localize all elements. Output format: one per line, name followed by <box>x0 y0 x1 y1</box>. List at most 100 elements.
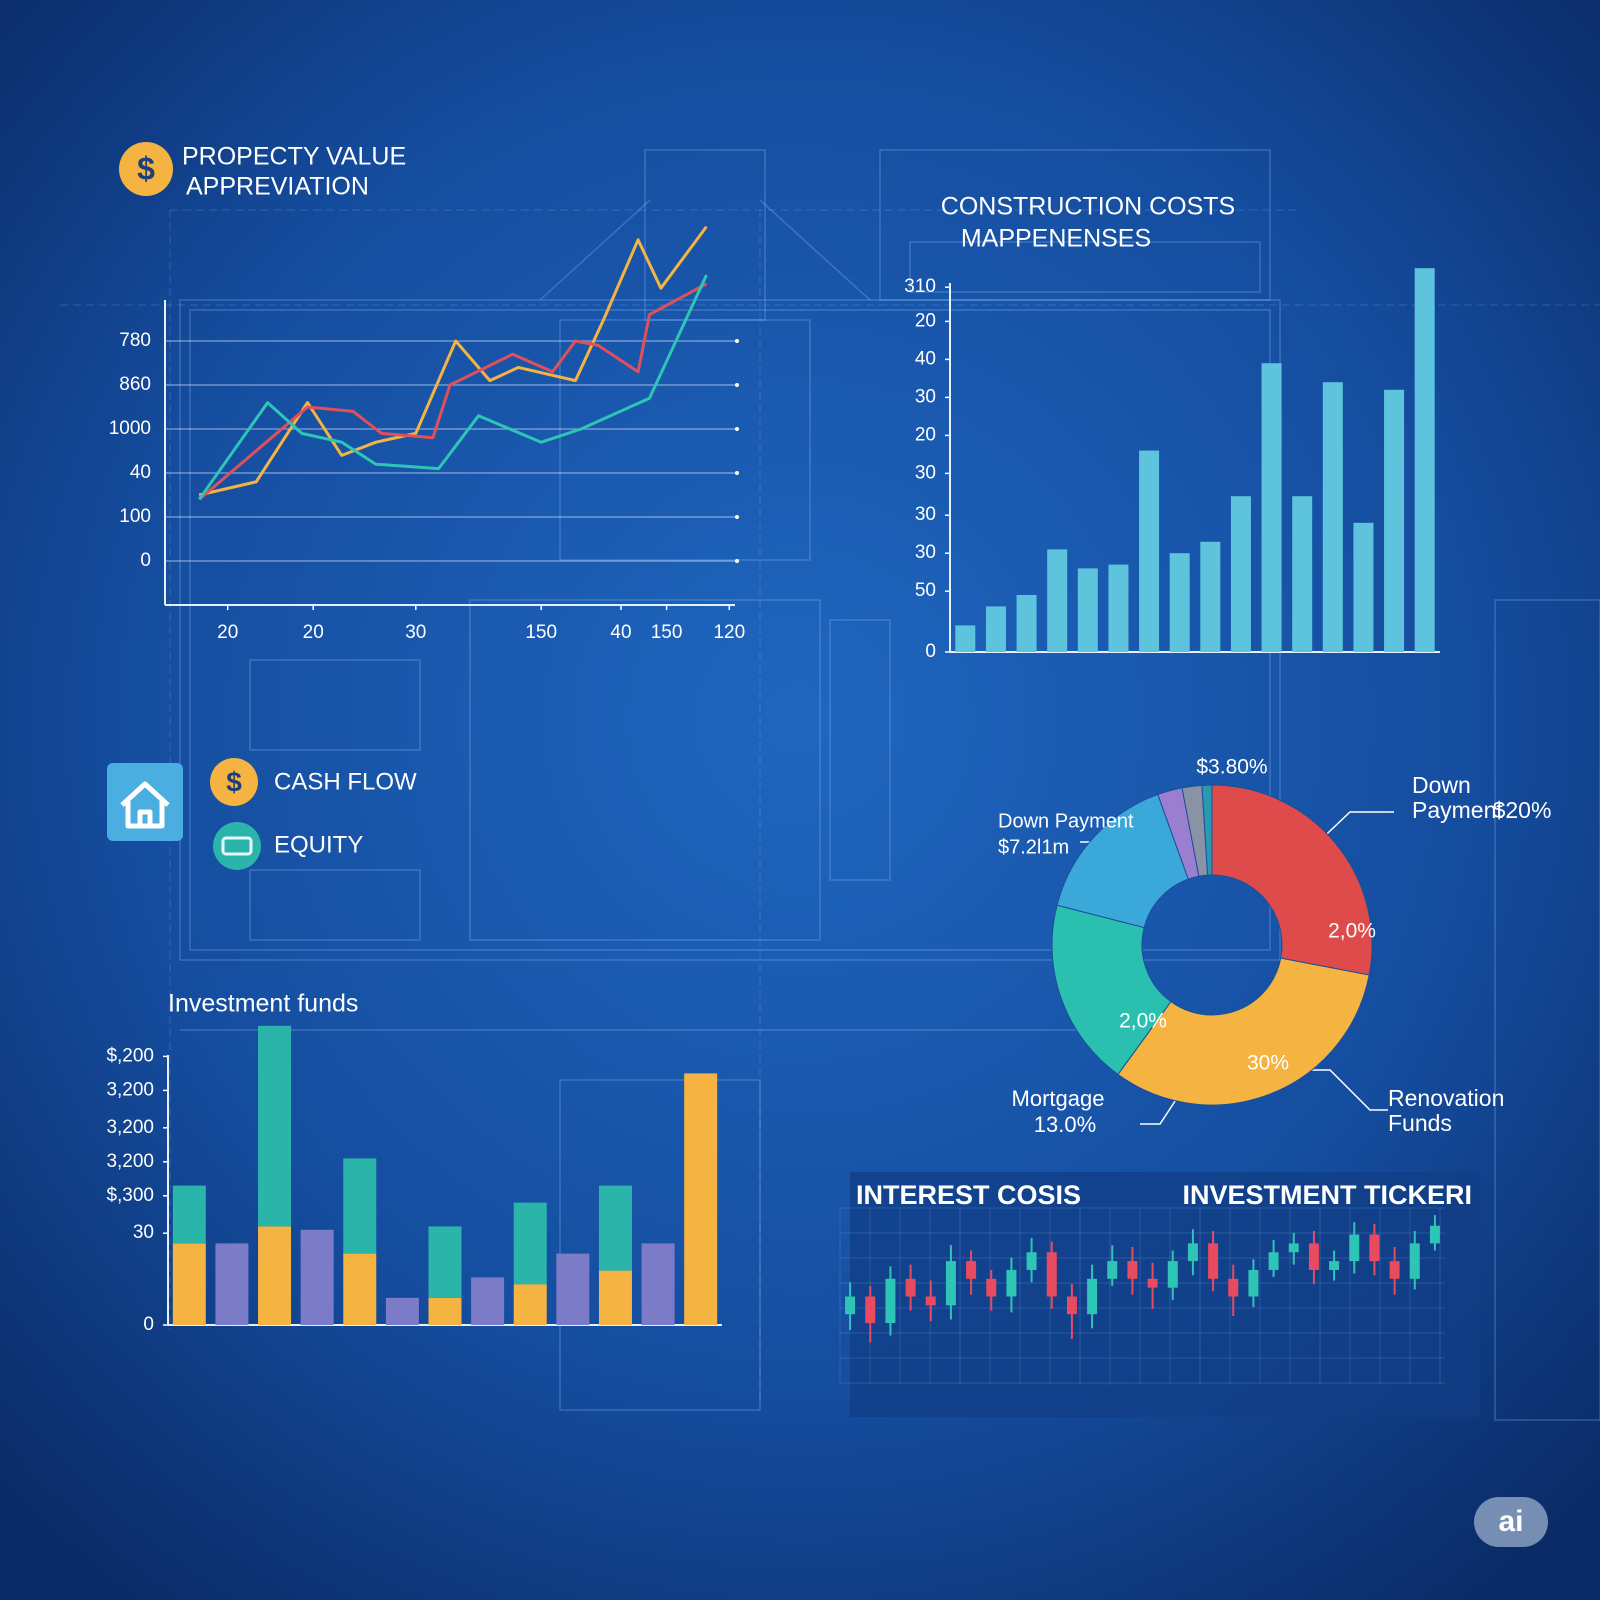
y-tick-label: 30 <box>915 462 936 483</box>
cash-flow-label: CASH FLOW <box>274 768 417 795</box>
candle-body <box>1429 1225 1440 1244</box>
ai-badge <box>1474 1497 1548 1547</box>
x-tick-label: 120 <box>713 622 745 643</box>
y-tick-label: 30 <box>915 542 936 563</box>
bar-segment <box>343 1158 377 1254</box>
bar <box>1261 363 1282 652</box>
candle-body <box>1308 1243 1319 1270</box>
x-tick-label: 40 <box>610 622 631 643</box>
donut-slice <box>1211 784 1373 976</box>
bar-segment <box>598 1185 632 1271</box>
pie-annotation: 13.0% <box>1034 1112 1096 1137</box>
donut-slice <box>1056 793 1189 929</box>
bar-segment <box>684 1073 718 1325</box>
bar <box>1353 522 1374 652</box>
bar-segment <box>172 1185 206 1244</box>
bar <box>1322 382 1343 652</box>
grid-end-dot <box>735 515 739 519</box>
chart-title: CONSTRUCTION COSTS <box>941 193 1235 221</box>
ai-badge-label: ai <box>1498 1505 1523 1538</box>
candle-body <box>1409 1243 1420 1279</box>
bar-segment <box>428 1226 462 1298</box>
y-tick-label: 0 <box>925 641 936 662</box>
line-series <box>198 282 708 501</box>
bar <box>1139 450 1160 652</box>
bar-segment <box>258 1025 292 1227</box>
chart-subtitle: INVESTMENT TICKERI <box>1182 1180 1472 1210</box>
candle-body <box>1046 1252 1057 1297</box>
house-glyph <box>120 781 170 829</box>
bar <box>1108 564 1129 652</box>
x-tick-label: 20 <box>217 622 238 643</box>
candle-body <box>1127 1261 1138 1279</box>
candle-body <box>885 1278 896 1324</box>
bar <box>1414 268 1435 652</box>
bar-segment <box>172 1243 206 1325</box>
y-tick-label: 860 <box>119 374 151 395</box>
grid-end-dot <box>735 559 739 563</box>
candle-body <box>1268 1252 1279 1270</box>
house-icon <box>107 763 183 841</box>
bar <box>1016 595 1037 652</box>
x-tick-label: 20 <box>303 622 324 643</box>
y-tick-label: 100 <box>119 506 151 527</box>
chart-title: INTEREST COSIS <box>856 1180 1081 1210</box>
pie-annotation: 2,0% <box>1119 1010 1167 1033</box>
y-tick-label: 40 <box>915 348 936 369</box>
bar <box>1292 496 1313 652</box>
bar-segment <box>343 1253 377 1325</box>
pie-annotation: $20% <box>1493 797 1552 823</box>
candle-body <box>1208 1243 1219 1279</box>
grid-end-dot <box>735 339 739 343</box>
x-tick-label: 30 <box>405 622 426 643</box>
pie-annotation: 30% <box>1247 1052 1289 1075</box>
candle-body <box>1107 1261 1118 1279</box>
candle-body <box>945 1261 956 1306</box>
bar <box>1230 496 1251 652</box>
candle-body <box>925 1296 936 1306</box>
donut-slice <box>1117 957 1370 1106</box>
candle-body <box>1167 1261 1178 1288</box>
bar <box>985 606 1006 652</box>
y-tick-label: $,300 <box>106 1185 154 1206</box>
line-series <box>197 274 708 501</box>
bar-segment <box>513 1284 547 1325</box>
y-tick-label: $,200 <box>106 1045 154 1066</box>
pie-annotation: Funds <box>1388 1110 1452 1136</box>
equity-icon <box>213 822 261 870</box>
bar <box>1047 549 1068 652</box>
candle-body <box>905 1278 916 1297</box>
pie-annotation: Down Payment <box>998 810 1134 832</box>
bar <box>955 625 976 652</box>
y-tick-label: 1000 <box>109 418 151 439</box>
bar <box>1169 553 1190 652</box>
icons: $ $ CASH FLOW EQUITY ai <box>107 142 1548 1547</box>
pie-annotation: 2,0% <box>1328 920 1376 943</box>
line-series <box>198 225 708 497</box>
x-tick-label: 150 <box>651 622 683 643</box>
chart-title: PROPECTY VALUE <box>182 143 406 171</box>
y-tick-label: 30 <box>915 386 936 407</box>
candle-body <box>1228 1278 1239 1297</box>
y-tick-label: 30 <box>133 1222 154 1243</box>
bar-segment <box>556 1253 590 1325</box>
bar <box>1077 568 1098 652</box>
candle-body <box>1329 1261 1340 1270</box>
candle-body <box>1389 1261 1400 1279</box>
bar-segment <box>300 1229 334 1325</box>
chart-title: MAPPENENSES <box>961 225 1151 253</box>
y-tick-label: 0 <box>140 550 151 571</box>
candle-body <box>865 1296 876 1324</box>
grid-end-dot <box>735 383 739 387</box>
candle-body <box>1066 1296 1077 1315</box>
y-tick-label: 3,200 <box>106 1117 154 1138</box>
equity-label: EQUITY <box>274 831 363 858</box>
y-tick-label: 310 <box>904 276 936 297</box>
y-tick-label: 40 <box>130 462 151 483</box>
candle-body <box>1349 1234 1360 1262</box>
dollar-icon <box>119 142 173 196</box>
pie-annotation: $3.80% <box>1196 756 1267 779</box>
candle-body <box>1187 1243 1198 1262</box>
pie-annotation: Mortgage <box>1012 1086 1105 1111</box>
